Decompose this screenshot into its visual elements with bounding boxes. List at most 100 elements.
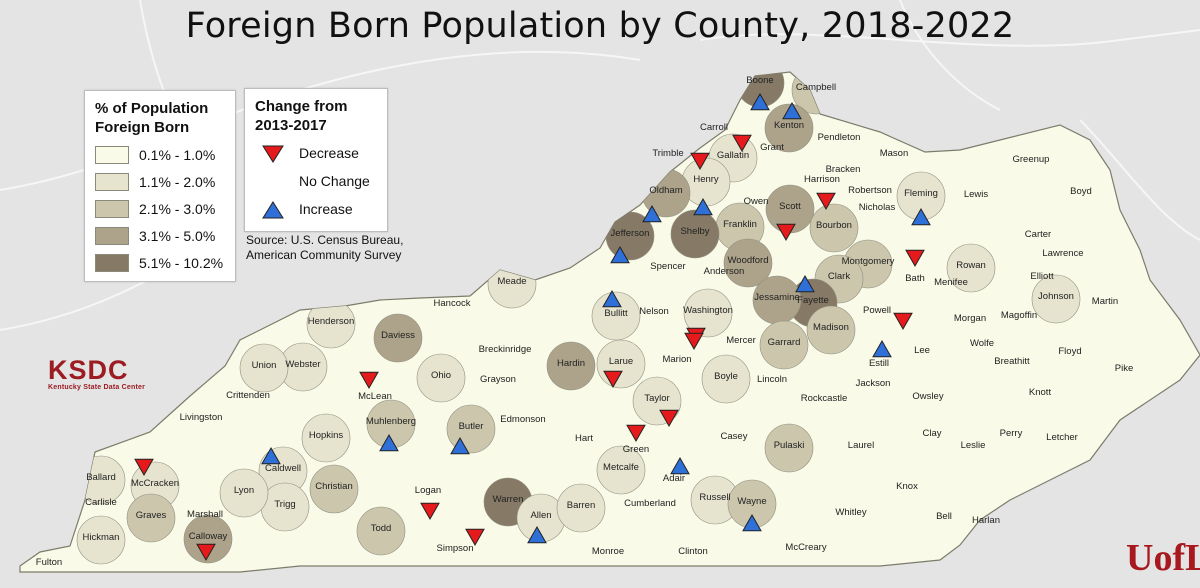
county-label-powell: Powell bbox=[863, 305, 891, 316]
county-label-ballard: Ballard bbox=[86, 472, 116, 483]
uofl-logo: UofL bbox=[1126, 536, 1200, 580]
county-label-marshall: Marshall bbox=[187, 509, 223, 520]
county-label-hopkins: Hopkins bbox=[309, 430, 344, 441]
increase-marker-butler bbox=[450, 436, 470, 455]
county-label-butler: Butler bbox=[459, 421, 484, 432]
county-label-fleming: Fleming bbox=[904, 188, 938, 199]
triangle-down-icon bbox=[262, 145, 284, 163]
county-label-floyd: Floyd bbox=[1058, 346, 1081, 357]
legend-change: Change from 2013-2017 Decrease No Change… bbox=[244, 88, 388, 232]
legend-decrease-label: Decrease bbox=[299, 145, 359, 161]
county-fill-union bbox=[239, 343, 289, 393]
county-label-gallatin: Gallatin bbox=[717, 150, 749, 161]
county-fill-pulaski bbox=[764, 423, 814, 473]
county-label-wolfe: Wolfe bbox=[970, 338, 994, 349]
legend-swatch-1 bbox=[95, 146, 129, 164]
ksdc-subtitle: Kentucky State Data Center bbox=[48, 384, 146, 391]
county-label-letcher: Letcher bbox=[1046, 432, 1078, 443]
county-label-bell: Bell bbox=[936, 511, 952, 522]
county-label-hancock: Hancock bbox=[434, 298, 471, 309]
county-fill-hickman bbox=[76, 515, 126, 565]
county-fill-barren bbox=[556, 483, 606, 533]
county-label-monroe: Monroe bbox=[592, 546, 624, 557]
increase-marker-wayne bbox=[742, 513, 762, 532]
legend-percent-title: % of Population Foreign Born bbox=[95, 100, 209, 136]
county-label-green: Green bbox=[623, 444, 649, 455]
county-label-bath: Bath bbox=[905, 273, 925, 284]
decrease-marker-larue bbox=[603, 370, 623, 389]
county-fill-rowan bbox=[946, 243, 996, 293]
county-label-whitley: Whitley bbox=[835, 507, 866, 518]
decrease-marker-scott bbox=[776, 223, 796, 242]
source-note: Source: U.S. Census Bureau, American Com… bbox=[246, 233, 404, 262]
county-label-spencer: Spencer bbox=[650, 261, 685, 272]
county-label-mccreary: McCreary bbox=[785, 542, 826, 553]
county-label-clay: Clay bbox=[922, 428, 941, 439]
county-fill-kenton bbox=[764, 103, 814, 153]
county-label-boyd: Boyd bbox=[1070, 186, 1092, 197]
county-label-carter: Carter bbox=[1025, 229, 1051, 240]
county-label-laurel: Laurel bbox=[848, 440, 874, 451]
legend-class-label-4: 3.1% - 5.0% bbox=[139, 228, 216, 244]
county-fill-calloway bbox=[183, 514, 233, 564]
county-label-lyon: Lyon bbox=[234, 485, 254, 496]
county-label-fayette: Fayette bbox=[797, 295, 829, 306]
county-label-garrard: Garrard bbox=[768, 337, 801, 348]
county-label-woodford: Woodford bbox=[727, 255, 768, 266]
decrease-marker-carroll bbox=[732, 134, 752, 153]
county-fill-ohio bbox=[416, 353, 466, 403]
county-label-hickman: Hickman bbox=[83, 532, 120, 543]
county-label-caldwell: Caldwell bbox=[265, 463, 301, 474]
county-fill-todd bbox=[356, 506, 406, 556]
legend-class-label-5: 5.1% - 10.2% bbox=[139, 255, 224, 271]
county-label-hardin: Hardin bbox=[557, 358, 585, 369]
legend-change-title: Change from 2013-2017 bbox=[255, 98, 348, 134]
county-fill-madison bbox=[806, 305, 856, 355]
county-label-owen: Owen bbox=[744, 196, 769, 207]
county-label-warren: Warren bbox=[493, 494, 524, 505]
county-label-hart: Hart bbox=[575, 433, 593, 444]
county-label-perry: Perry bbox=[1000, 428, 1023, 439]
decrease-marker-simpson bbox=[465, 528, 485, 547]
county-label-pulaski: Pulaski bbox=[774, 440, 805, 451]
county-label-morgan: Morgan bbox=[954, 313, 986, 324]
legend-swatch-5 bbox=[95, 254, 129, 272]
decrease-marker-harrison bbox=[816, 192, 836, 211]
county-label-larue: Larue bbox=[609, 356, 633, 367]
decrease-marker-marion bbox=[684, 332, 704, 351]
county-label-jackson: Jackson bbox=[856, 378, 891, 389]
county-fill-bourbon bbox=[809, 203, 859, 253]
county-label-fulton: Fulton bbox=[36, 557, 62, 568]
increase-marker-adair bbox=[670, 456, 690, 475]
county-label-meade: Meade bbox=[497, 276, 526, 287]
county-label-knott: Knott bbox=[1029, 387, 1052, 398]
county-label-adair: Adair bbox=[663, 473, 685, 484]
county-fill-garrard bbox=[759, 320, 809, 370]
legend-swatch-3 bbox=[95, 200, 129, 218]
county-label-montgomery: Montgomery bbox=[842, 256, 895, 267]
county-label-simpson: Simpson bbox=[437, 543, 474, 554]
county-label-carroll: Carroll bbox=[700, 122, 728, 133]
increase-marker-shelby bbox=[693, 197, 713, 216]
county-label-shelby: Shelby bbox=[680, 226, 709, 237]
legend-swatch-2 bbox=[95, 173, 129, 191]
county-label-menifee: Menifee bbox=[934, 277, 968, 288]
decrease-marker-trimble bbox=[690, 152, 710, 171]
county-label-rowan: Rowan bbox=[956, 260, 986, 271]
county-fill-daviess bbox=[373, 313, 423, 363]
county-label-knox: Knox bbox=[896, 481, 918, 492]
county-label-mason: Mason bbox=[880, 148, 909, 159]
county-fill-graves bbox=[126, 493, 176, 543]
county-label-henderson: Henderson bbox=[308, 316, 354, 327]
ksdc-logo: KSDC Kentucky State Data Center bbox=[48, 356, 158, 401]
county-label-breckinridge: Breckinridge bbox=[479, 344, 532, 355]
county-label-grayson: Grayson bbox=[480, 374, 516, 385]
county-label-trigg: Trigg bbox=[274, 499, 295, 510]
county-label-scott: Scott bbox=[779, 201, 801, 212]
county-label-henry: Henry bbox=[693, 174, 719, 185]
legend-percent-foreign-born: % of Population Foreign Born 0.1% - 1.0%… bbox=[84, 90, 236, 282]
county-fill-boyle bbox=[701, 354, 751, 404]
county-label-boyle: Boyle bbox=[714, 371, 738, 382]
county-labels: Boone Campbell Kenton Carroll Gallatin Grant P… bbox=[36, 75, 1133, 568]
legend-increase: Increase bbox=[251, 199, 353, 221]
